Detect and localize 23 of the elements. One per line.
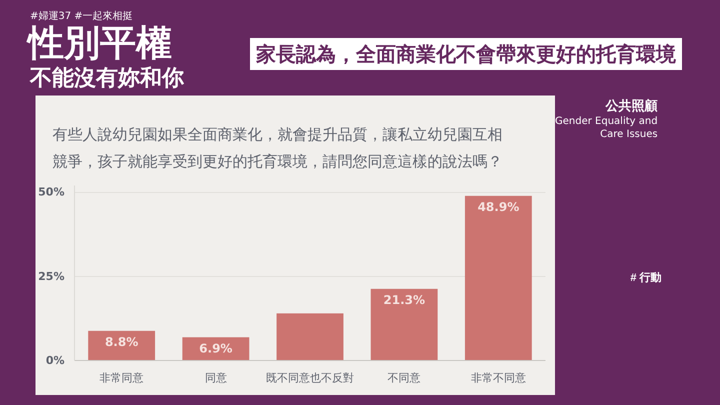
data-label: 6.9% bbox=[199, 341, 232, 356]
x-tick-label: 同意 bbox=[204, 372, 227, 384]
text: #婦運37 #一起來相挺 bbox=[29, 10, 134, 24]
x-tick-label: 既不同意也不反對 bbox=[266, 372, 354, 384]
text: # 行動 bbox=[629, 271, 663, 285]
x-tick-label: 非常同意 bbox=[100, 372, 144, 384]
data-label: 48.9% bbox=[478, 200, 520, 214]
bar bbox=[370, 288, 438, 360]
y-tick-label: 50% bbox=[38, 186, 65, 199]
data-label: 8.8% bbox=[104, 334, 138, 349]
y-tick-label: 25% bbox=[38, 270, 65, 283]
bar bbox=[464, 196, 532, 360]
chart-subtitle: 家長認為，全面商業化不會帶來更好的托育環境 bbox=[250, 38, 682, 70]
x-tick-label: 不同意 bbox=[388, 372, 421, 384]
text: 公共照顧 bbox=[604, 97, 659, 115]
bar bbox=[276, 313, 344, 360]
text: 不能沒有妳和你 bbox=[28, 64, 184, 92]
chart-title: 有些人說幼兒園如果全面商業化，就會提升品質，讓私立幼兒園互相競爭，孩子就能享受到更好的托育環境，請問您同意這樣的說法嗎？ bbox=[52, 126, 502, 170]
text: Gender Equality and Care Issues bbox=[555, 115, 659, 141]
x-tick-label: 非常不同意 bbox=[470, 372, 526, 384]
y-tick-label: 0% bbox=[46, 354, 65, 367]
text: 性別平權 bbox=[26, 23, 173, 64]
data-label: 21.3% bbox=[383, 292, 426, 307]
